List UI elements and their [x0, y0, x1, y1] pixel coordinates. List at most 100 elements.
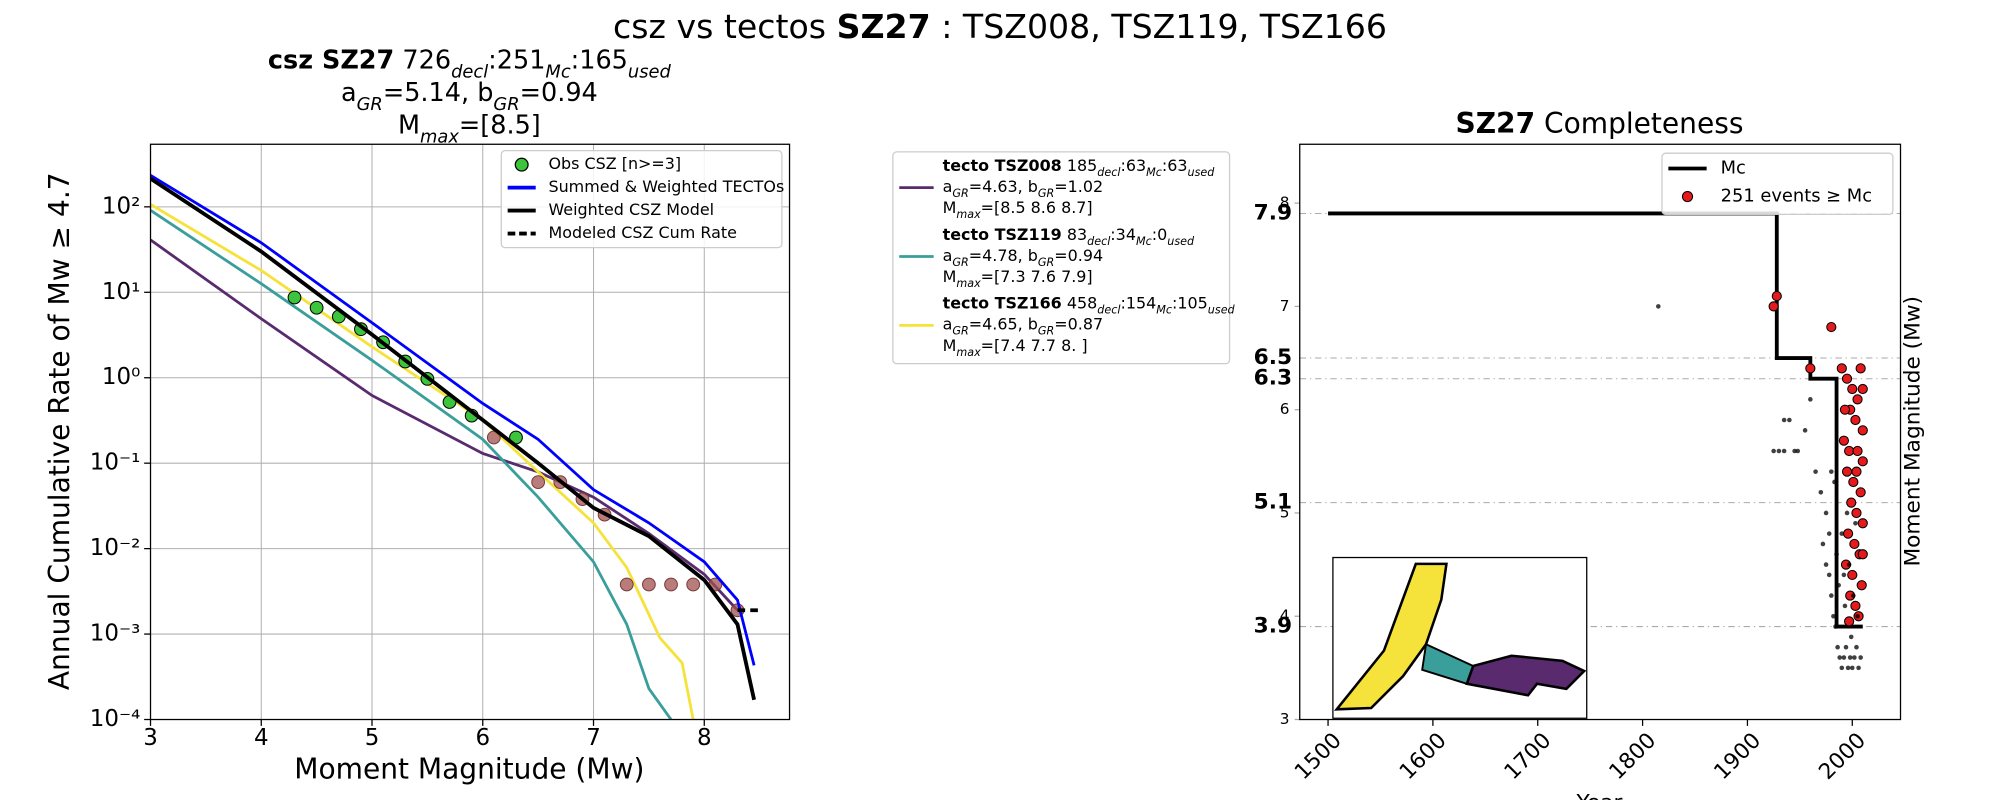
data-point [1826, 531, 1832, 536]
data-point [1855, 363, 1866, 374]
subscript: decl [1087, 234, 1111, 247]
legend-label: 251 events ≥ Mc [1721, 186, 1872, 207]
data-point [1831, 613, 1836, 619]
data-point [1842, 603, 1848, 609]
data-point [1792, 448, 1797, 454]
data-point [1833, 624, 1838, 629]
text-segment: 185 [1062, 155, 1097, 174]
data-point [1835, 644, 1840, 650]
text-segment: =0.87 [1054, 314, 1103, 333]
text-segment: 726 [394, 45, 451, 75]
data-point [1845, 665, 1851, 671]
legend-label: Weighted CSZ Model [548, 200, 714, 219]
series-line [150, 209, 673, 720]
data-point [1813, 469, 1818, 474]
data-point [619, 577, 634, 592]
data-point [1802, 428, 1808, 433]
subscript: used [1188, 165, 1216, 178]
mc-tick-label: 5.1 [1254, 490, 1292, 515]
subscript: used [1208, 303, 1236, 316]
subscript: Mc [545, 61, 570, 82]
data-point [1857, 383, 1868, 395]
data-point [1834, 551, 1839, 557]
plot-area [150, 174, 760, 720]
series-line [150, 177, 756, 701]
text-segment: a [943, 245, 953, 264]
data-point [1776, 448, 1782, 454]
data-point [1826, 321, 1837, 333]
y-tick-label: 7 [1280, 297, 1290, 315]
data-point [1836, 363, 1847, 374]
data-point [1820, 541, 1826, 547]
subscript: Mc [1146, 165, 1162, 178]
text-segment: :105 [1172, 293, 1208, 312]
text-segment: :251 [488, 45, 545, 75]
data-point [1826, 572, 1832, 578]
subscript: GR [1038, 186, 1054, 199]
text-segment: :0 [1152, 224, 1168, 243]
legend-label: Mc [1721, 157, 1746, 178]
data-point [686, 577, 701, 592]
data-point [1844, 616, 1855, 627]
subscript: max [956, 345, 981, 358]
data-point [531, 475, 546, 490]
data-point [641, 577, 656, 592]
text-segment: :63 [1120, 155, 1146, 174]
mc-tick-label: 7.9 [1254, 200, 1292, 225]
data-point [1853, 520, 1858, 526]
data-point [1858, 655, 1863, 660]
data-point [1855, 487, 1866, 498]
subscript: max [420, 126, 459, 147]
data-point [1838, 435, 1849, 446]
text-segment: SZ27 [837, 7, 931, 46]
y-axis-label: Annual Cumulative Rate of Mw ≥ 4.7 [43, 172, 76, 690]
series-line [150, 174, 756, 666]
data-point [1847, 569, 1858, 581]
data-point [1857, 518, 1868, 529]
data-point [1832, 479, 1837, 485]
text-segment: : TSZ008, TSZ119, TSZ166 [931, 7, 1387, 46]
text-segment: Completeness [1535, 107, 1743, 140]
data-point [309, 300, 324, 315]
legend-marker [514, 157, 529, 172]
y-tick-label: 3 [1280, 710, 1290, 728]
figure-title: csz vs tectos SZ27 : TSZ008, TSZ119, TSZ… [613, 7, 1387, 46]
subscript: decl [451, 61, 488, 82]
text-segment: a [341, 78, 357, 108]
subscript: Mc [1156, 303, 1172, 316]
data-point [1839, 531, 1845, 536]
subscript: used [1167, 234, 1195, 247]
axes-frame [149, 143, 791, 721]
data-point [1850, 414, 1861, 426]
text-segment: =4.65, b [969, 314, 1038, 333]
y-tick-label: 8 [1280, 194, 1290, 212]
region-tsz166 [1333, 562, 1448, 711]
y-tick-label: 10¹ [102, 279, 140, 305]
data-point [1656, 304, 1661, 309]
text-segment: M [398, 110, 420, 140]
data-point [1805, 363, 1816, 374]
legend-label: tecto TSZ008 185decl:63Mc:63used [943, 155, 1216, 178]
text-segment: M [943, 335, 957, 354]
subscript: GR [1038, 255, 1054, 268]
data-point [1855, 613, 1860, 619]
legend-name: tecto TSZ119 [943, 224, 1062, 243]
data-point [1839, 665, 1845, 671]
data-point [1846, 562, 1852, 567]
data-point [1781, 417, 1787, 423]
subscript: GR [493, 93, 519, 114]
y-tick-label: 10⁻¹ [90, 450, 141, 476]
data-point [1856, 580, 1867, 591]
y-axis-label: Moment Magnitude (Mw) [1900, 296, 1925, 567]
text-segment: =0.94 [1054, 245, 1103, 264]
subscript: decl [1097, 165, 1121, 178]
data-point [1849, 665, 1855, 671]
text-segment: a [943, 314, 953, 333]
legend-box [1661, 152, 1894, 216]
legend-label: tecto TSZ119 83decl:34Mc:0used [943, 224, 1195, 247]
text-segment: M [943, 198, 957, 217]
legend-box [892, 151, 1231, 365]
legend-label: aGR=4.63, bGR=1.02 [943, 176, 1104, 199]
x-tick-label: 6 [475, 725, 490, 751]
text-segment: =4.78, b [969, 245, 1038, 264]
